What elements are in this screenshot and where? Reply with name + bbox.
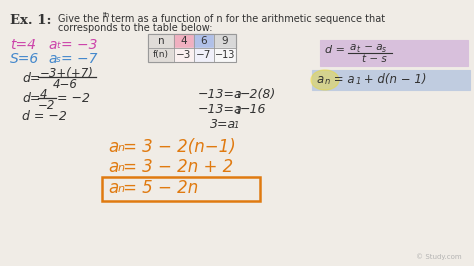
Bar (194, 34, 214, 48)
Text: d = −2: d = −2 (22, 110, 67, 123)
Text: = −7: = −7 (61, 52, 98, 66)
Text: −3+(+7): −3+(+7) (40, 67, 94, 80)
Text: a: a (317, 73, 324, 86)
Text: 1: 1 (356, 77, 361, 86)
Text: a: a (48, 52, 56, 66)
Text: 6: 6 (201, 36, 207, 46)
Text: Ex. 1:: Ex. 1: (10, 14, 52, 27)
Text: a: a (108, 179, 118, 197)
Text: −16: −16 (240, 103, 266, 116)
Text: n: n (118, 184, 125, 194)
Text: t: t (357, 44, 360, 53)
Bar (174, 34, 194, 48)
Text: −13=a: −13=a (198, 103, 243, 116)
Text: −2(8): −2(8) (240, 88, 276, 101)
Text: t=4: t=4 (10, 38, 36, 52)
Text: a: a (108, 158, 118, 176)
Bar (214, 48, 236, 62)
Text: −3: −3 (176, 50, 191, 60)
Bar (148, 34, 236, 62)
Text: 3=a: 3=a (210, 118, 236, 131)
Text: = a: = a (330, 73, 355, 86)
Text: − a: − a (361, 42, 383, 52)
Text: = −2: = −2 (57, 92, 90, 105)
Text: a: a (350, 42, 356, 52)
Text: n: n (158, 36, 164, 46)
Text: a: a (48, 38, 56, 52)
Text: th: th (103, 12, 110, 18)
Bar (102, 177, 260, 201)
Bar (214, 34, 236, 48)
Text: −2: −2 (38, 99, 55, 112)
Text: corresponds to the table below:: corresponds to the table below: (58, 23, 212, 33)
Bar (320, 40, 468, 66)
Bar (148, 48, 174, 62)
Text: 4: 4 (181, 36, 187, 46)
Text: 4−6: 4−6 (53, 78, 78, 91)
Text: n: n (118, 163, 125, 173)
Text: t − s: t − s (362, 54, 387, 64)
Text: = 3 − 2(n−1): = 3 − 2(n−1) (123, 138, 236, 156)
Text: f(n): f(n) (153, 51, 169, 60)
Bar (194, 48, 214, 62)
Text: n: n (118, 143, 125, 153)
Text: + d(n − 1): + d(n − 1) (360, 73, 427, 86)
Bar (174, 48, 194, 62)
Text: 1: 1 (236, 92, 241, 101)
Bar (312, 70, 470, 90)
Text: = 3 − 2n + 2: = 3 − 2n + 2 (123, 158, 233, 176)
Text: n: n (325, 77, 330, 86)
Text: = −3: = −3 (61, 38, 98, 52)
Bar (148, 34, 174, 48)
Text: 1: 1 (236, 106, 241, 115)
Text: t: t (56, 41, 60, 51)
Text: s: s (56, 56, 61, 64)
Text: s: s (382, 44, 386, 53)
Text: −13=a: −13=a (198, 88, 243, 101)
Text: a: a (108, 138, 118, 156)
Text: = 5 − 2n: = 5 − 2n (123, 179, 198, 197)
Text: 4: 4 (40, 88, 47, 101)
Text: d=: d= (22, 72, 40, 85)
Text: 9: 9 (222, 36, 228, 46)
Text: © Study.com: © Study.com (416, 253, 462, 260)
Text: Give the n: Give the n (58, 14, 109, 24)
Text: 1: 1 (234, 122, 239, 131)
Text: term as a function of n for the arithmetic sequence that: term as a function of n for the arithmet… (108, 14, 385, 24)
Text: d =: d = (325, 45, 345, 55)
Text: S=6: S=6 (10, 52, 39, 66)
Text: −7: −7 (196, 50, 212, 60)
Text: −13: −13 (215, 50, 235, 60)
Text: d=: d= (22, 92, 40, 105)
Ellipse shape (311, 70, 339, 90)
